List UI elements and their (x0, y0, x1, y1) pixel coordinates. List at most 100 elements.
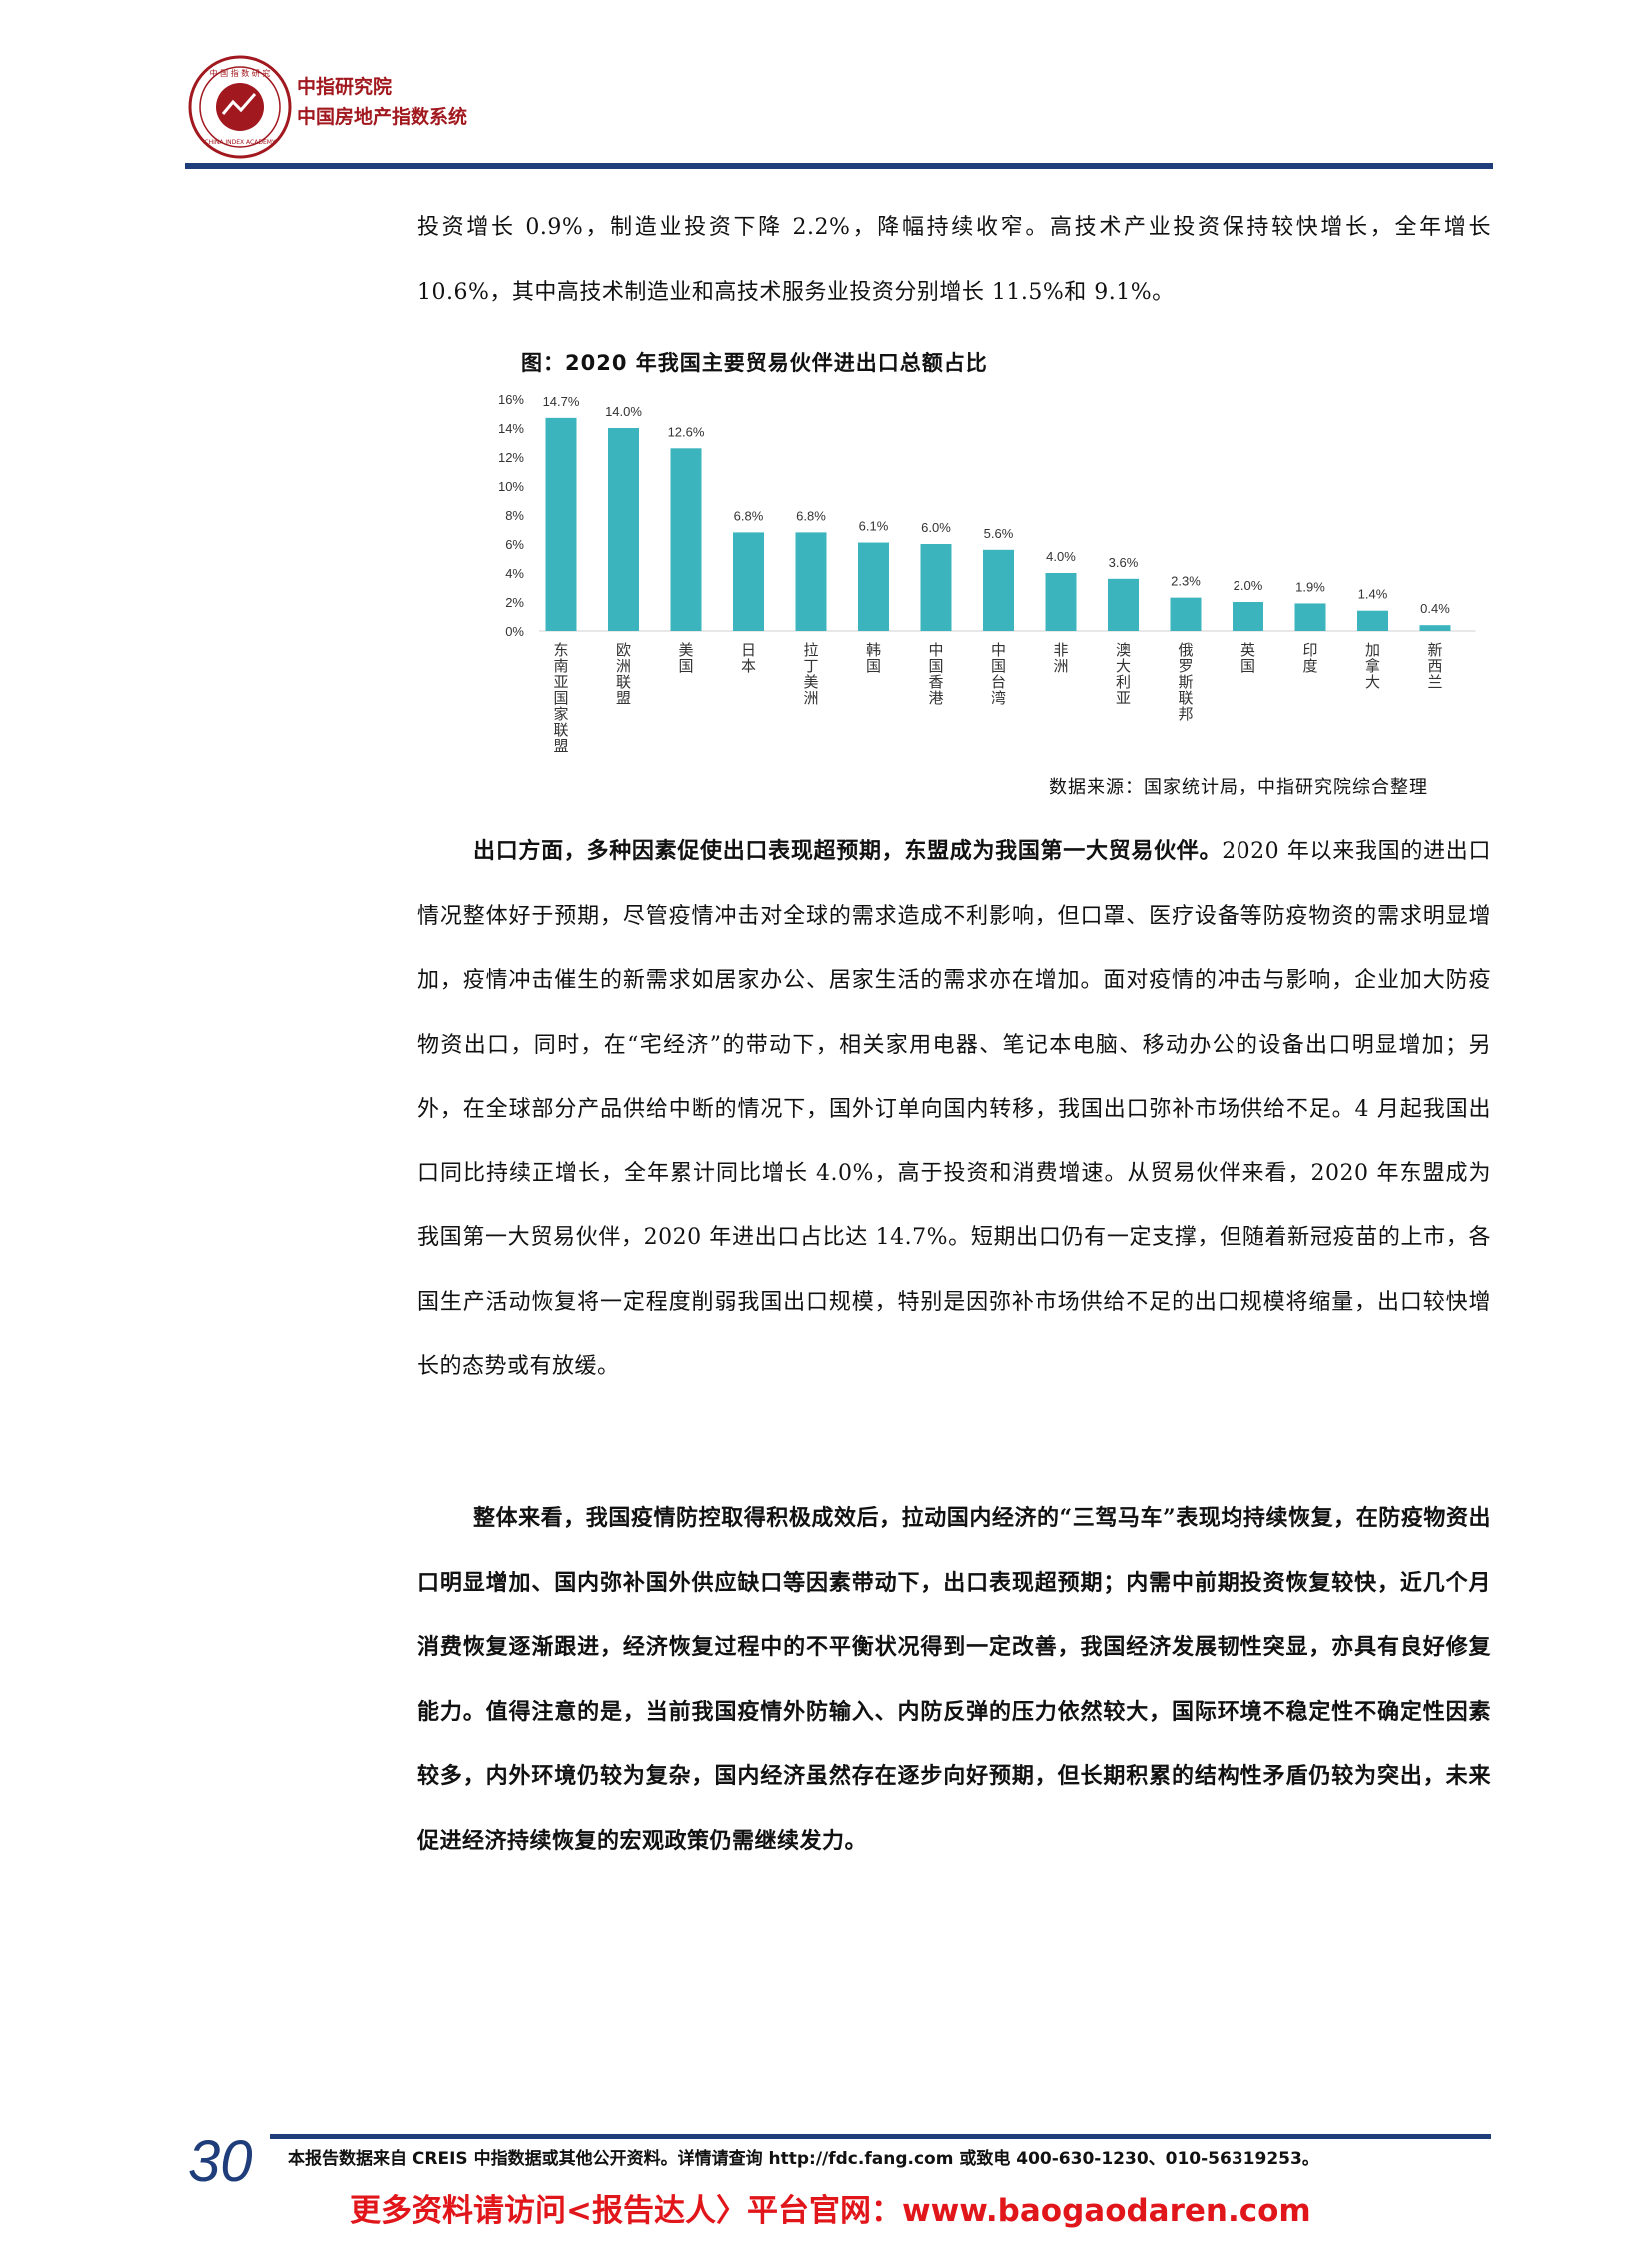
chart-bar (1294, 603, 1326, 631)
x-tick-label: 斯 (1178, 673, 1193, 691)
svg-text:中 国 指 数 研 究: 中 国 指 数 研 究 (210, 68, 271, 78)
x-tick-label: 国 (678, 657, 693, 675)
footer-note: 本报告数据来自 CREIS 中指数据或其他公开资料。详情请查询 http://f… (288, 2149, 1319, 2169)
bar-value-label: 5.6% (984, 526, 1014, 541)
bar-value-label: 2.0% (1234, 578, 1263, 593)
x-tick-label: 丁 (803, 657, 818, 675)
data-source: 数据来源：国家统计局，中指研究院综合整理 (1049, 777, 1428, 798)
institute-logo: 中 国 指 数 研 究 CHINA INDEX ACADEMY (185, 52, 295, 162)
paragraph-exports: 出口方面，多种因素促使出口表现超预期，东盟成为我国第一大贸易伙伴。2020 年以… (417, 819, 1491, 1400)
x-tick-label: 利 (1116, 673, 1131, 691)
bar-value-label: 6.8% (734, 508, 764, 523)
bar-value-label: 6.1% (859, 519, 889, 534)
x-tick-label: 罗 (1178, 657, 1193, 675)
paragraph-exports-body: 2020 年以来我国的进出口情况整体好于预期，尽管疫情冲击对全球的需求造成不利影… (417, 839, 1491, 1379)
x-tick-label: 港 (928, 689, 943, 707)
x-tick-label: 本 (741, 657, 756, 675)
y-tick-label: 2% (505, 595, 524, 610)
x-tick-label: 澳 (1116, 641, 1131, 659)
chart-bar (1419, 625, 1451, 631)
y-tick-label: 0% (505, 624, 524, 639)
bar-value-label: 1.4% (1358, 587, 1388, 602)
chart-bar (608, 428, 639, 631)
y-tick-label: 8% (505, 508, 524, 523)
x-tick-label: 大 (1365, 673, 1380, 691)
x-tick-label: 洲 (616, 657, 631, 675)
bar-value-label: 6.0% (921, 520, 951, 535)
x-tick-label: 亚 (1116, 689, 1131, 707)
org-subtitle: 中国房地产指数系统 (297, 106, 468, 128)
x-tick-label: 印 (1302, 641, 1317, 659)
chart-bar (670, 448, 702, 631)
x-tick-label: 国 (553, 689, 568, 707)
x-tick-label: 非 (1053, 641, 1068, 659)
paragraph-summary: 整体来看，我国疫情防控取得积极成效后，拉动国内经济的“三驾马车”表现均持续恢复，… (417, 1505, 1491, 1854)
page-number: 30 (188, 2129, 253, 2194)
x-tick-label: 家 (553, 705, 568, 723)
bar-value-label: 14.7% (543, 394, 580, 409)
paragraph-investment: 投资增长 0.9%，制造业投资下降 2.2%，降幅持续收窄。高技术产业投资保持较… (417, 215, 1491, 305)
bar-value-label: 2.3% (1171, 574, 1201, 589)
x-tick-label: 美 (803, 673, 818, 691)
x-tick-label: 日 (741, 641, 756, 659)
x-tick-label: 加 (1365, 641, 1380, 659)
paragraph-exports-lead: 出口方面，多种因素促使出口表现超预期，东盟成为我国第一大贸易伙伴。 (473, 838, 1223, 864)
x-tick-label: 联 (1178, 689, 1193, 707)
chart-bar (1233, 602, 1263, 631)
chart-bar (733, 532, 764, 631)
x-tick-label: 国 (866, 657, 881, 675)
x-tick-label: 湾 (991, 689, 1006, 707)
x-tick-label: 东 (553, 641, 568, 659)
x-tick-label: 兰 (1427, 673, 1442, 691)
x-tick-label: 拿 (1365, 657, 1380, 675)
chart-bar (1045, 573, 1077, 631)
x-tick-label: 西 (1427, 657, 1442, 675)
y-tick-label: 6% (505, 537, 524, 552)
x-tick-label: 中 (991, 641, 1006, 659)
header-divider (185, 163, 1493, 169)
chart-bar (858, 542, 889, 631)
x-tick-label: 大 (1116, 657, 1131, 675)
chart-title: 图：2020 年我国主要贸易伙伴进出口总额占比 (521, 351, 988, 374)
x-tick-label: 度 (1302, 657, 1317, 675)
x-tick-label: 洲 (1053, 657, 1068, 675)
bar-value-label: 4.0% (1046, 549, 1076, 564)
x-tick-label: 亚 (553, 673, 568, 691)
chart-bar (1108, 578, 1139, 631)
x-tick-label: 美 (678, 641, 693, 659)
x-tick-label: 盟 (553, 737, 568, 755)
org-name: 中指研究院 (297, 76, 393, 98)
chart-bar (795, 532, 827, 631)
x-tick-label: 台 (991, 673, 1006, 691)
bar-value-label: 14.0% (605, 404, 642, 419)
x-tick-label: 韩 (866, 641, 881, 659)
y-tick-label: 16% (498, 392, 524, 407)
x-tick-label: 邦 (1178, 705, 1193, 723)
x-tick-label: 英 (1240, 641, 1255, 659)
bar-value-label: 12.6% (668, 424, 705, 439)
svg-text:CHINA INDEX ACADEMY: CHINA INDEX ACADEMY (204, 139, 276, 146)
x-tick-label: 欧 (616, 641, 631, 659)
chart-bar (1170, 597, 1202, 631)
x-tick-label: 盟 (616, 689, 631, 707)
y-tick-label: 14% (498, 421, 524, 436)
x-tick-label: 联 (553, 721, 568, 739)
bar-value-label: 0.4% (1420, 601, 1450, 616)
x-tick-label: 拉 (803, 641, 818, 659)
y-tick-label: 12% (498, 450, 524, 465)
x-tick-label: 香 (928, 673, 943, 691)
bar-value-label: 3.6% (1109, 555, 1139, 570)
x-tick-label: 联 (616, 673, 631, 691)
footer-divider (270, 2134, 1491, 2139)
chart-bar (983, 549, 1014, 631)
chart-bar (1357, 610, 1388, 631)
org-name-block: 中指研究院 中国房地产指数系统 (297, 72, 467, 132)
x-tick-label: 国 (991, 657, 1006, 675)
promo-banner: 更多资料请访问<报告达人〉平台官网：www.baogaodaren.com (350, 2193, 1311, 2229)
x-tick-label: 国 (1240, 657, 1255, 675)
y-tick-label: 4% (505, 566, 524, 581)
x-tick-label: 中 (928, 641, 943, 659)
trade-partner-bar-chart: 0%2%4%6%8%10%12%14%16% 14.7%东南亚国家联盟14.0%欧… (498, 392, 1476, 755)
x-tick-label: 洲 (803, 689, 818, 707)
x-tick-label: 俄 (1178, 641, 1193, 659)
